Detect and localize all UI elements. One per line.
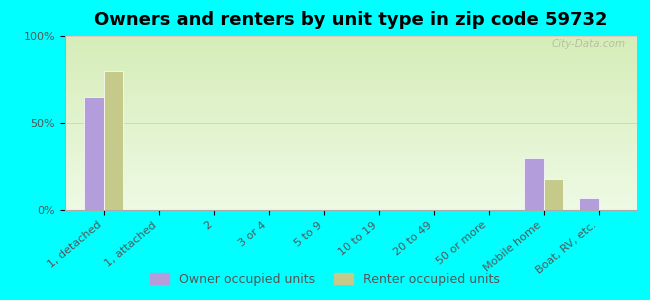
Bar <box>579 198 599 210</box>
Bar <box>84 97 103 210</box>
Legend: Owner occupied units, Renter occupied units: Owner occupied units, Renter occupied un… <box>146 268 504 291</box>
Bar <box>103 71 123 210</box>
Bar <box>525 158 543 210</box>
Title: Owners and renters by unit type in zip code 59732: Owners and renters by unit type in zip c… <box>94 11 608 29</box>
Text: City-Data.com: City-Data.com <box>551 40 625 50</box>
Bar <box>543 179 563 210</box>
